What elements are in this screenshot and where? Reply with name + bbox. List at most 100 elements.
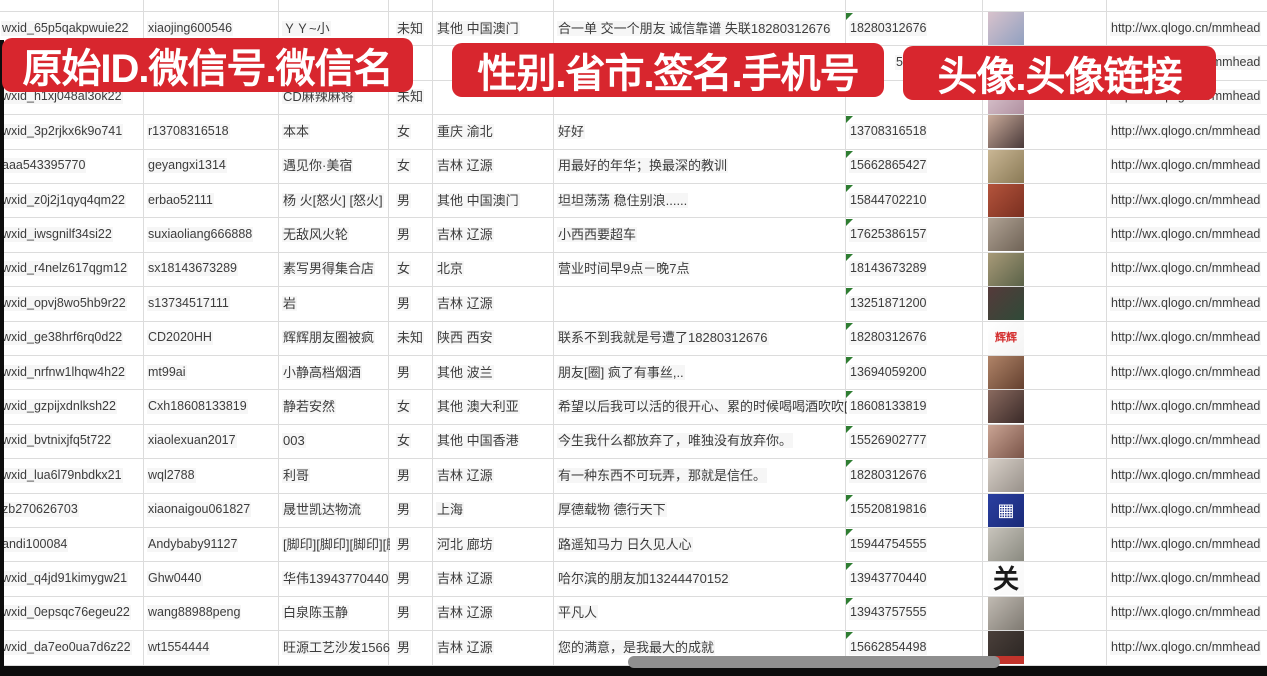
cell-wechat-name[interactable]: 003 — [283, 433, 305, 449]
cell-phone[interactable]: 13943757555 — [850, 605, 927, 620]
cell-signature[interactable]: 厚德载物 德行天下 — [558, 502, 666, 518]
cell-region[interactable]: 其他 波兰 — [437, 364, 493, 380]
cell-phone[interactable]: 13694059200 — [850, 364, 927, 379]
cell-phone[interactable]: 13251871200 — [850, 295, 927, 310]
cell-wechat-name[interactable]: 白泉陈玉静 — [283, 605, 349, 621]
cell-wxid[interactable]: wxid_gzpijxdnlksh22 — [2, 399, 116, 414]
cell-wxid[interactable]: wxid_lua6l79nbdkx21 — [2, 467, 122, 482]
cell-region[interactable]: 重庆 渝北 — [437, 123, 493, 139]
cell-region[interactable]: 吉林 辽源 — [437, 295, 493, 311]
cell-wechat-id[interactable]: Ghw0440 — [148, 571, 202, 586]
cell-region[interactable]: 其他 中国澳门 — [437, 20, 519, 36]
cell-signature[interactable] — [557, 286, 847, 320]
cell-signature[interactable]: 平凡人 — [558, 605, 598, 621]
cell-wechat-name[interactable]: 岩 — [283, 295, 297, 311]
cell-wechat-id[interactable]: xiaonaigou061827 — [148, 502, 251, 517]
cell-signature[interactable]: 小西西要超车 — [558, 227, 637, 243]
cell-wechat-id[interactable]: mt99ai — [148, 364, 186, 379]
cell-wxid[interactable]: andi100084 — [2, 536, 68, 551]
cell-wxid[interactable]: wxid_r4nelz617qgm12 — [2, 261, 128, 276]
cell-wechat-name[interactable]: ＹＹ~小 — [283, 20, 330, 36]
avatar-image-outdoor-person-photo[interactable] — [988, 528, 1024, 561]
cell-wechat-name[interactable]: 本本 — [283, 123, 310, 139]
cell-region[interactable]: 其他 中国澳门 — [437, 192, 519, 208]
cell-signature[interactable]: 联系不到我就是号遭了18280312676 — [558, 330, 768, 346]
cell-phone[interactable]: 15944754555 — [850, 536, 927, 551]
cell-wechat-id[interactable]: CD2020HH — [148, 330, 212, 345]
avatar-image-black-calligraphy-guan-on-white[interactable]: 关 — [988, 562, 1024, 596]
cell-wxid[interactable]: wxid_3p2rjkx6k9o741 — [2, 123, 123, 138]
cell-phone[interactable]: 15662865427 — [850, 158, 927, 173]
cell-gender[interactable]: 女 — [397, 433, 411, 449]
avatar-image-outdoor-person-photo[interactable] — [988, 596, 1024, 630]
cell-wechat-id[interactable]: wql2788 — [148, 467, 195, 482]
avatar-image-woman-selfie-photo[interactable] — [988, 424, 1024, 458]
cell-gender[interactable]: 男 — [397, 227, 411, 243]
cell-wechat-id[interactable]: Cxh18608133819 — [148, 399, 247, 414]
cell-signature[interactable]: 有一种东西不可玩弄，那就是信任。 — [558, 467, 767, 483]
cell-gender[interactable]: 未知 — [397, 330, 424, 346]
cell-wechat-name[interactable]: 辉辉朋友圈被疯 — [283, 330, 375, 346]
cell-region[interactable]: 吉林 辽源 — [437, 639, 493, 655]
cell-wxid[interactable]: wxid_65p5qakpwuie22 — [2, 20, 129, 35]
cell-wechat-id[interactable]: suxiaoliang666888 — [148, 227, 253, 242]
cell-signature[interactable]: 营业时间早9点－晚7点 — [558, 261, 690, 277]
cell-signature[interactable]: 今生我什么都放弃了，唯独没有放弃你。 — [558, 433, 793, 449]
cell-wechat-name[interactable]: 小静高档烟酒 — [283, 364, 362, 380]
cell-phone[interactable]: 18280312676 — [850, 467, 927, 482]
avatar-image-woman-sunglasses-photo[interactable] — [988, 356, 1024, 389]
cell-region[interactable]: 吉林 辽源 — [437, 571, 493, 587]
cell-phone[interactable]: 15844702210 — [850, 192, 927, 207]
cell-phone[interactable]: 13708316518 — [850, 123, 927, 138]
cell-region[interactable]: 吉林 辽源 — [437, 605, 493, 621]
cell-wechat-id[interactable]: s13734517111 — [148, 295, 229, 310]
cell-wechat-name[interactable]: 静若安然 — [283, 399, 336, 415]
cell-gender[interactable]: 女 — [397, 123, 411, 139]
cell-region[interactable]: 陕西 西安 — [437, 330, 493, 346]
cell-wechat-id[interactable]: xiaojing600546 — [148, 20, 233, 35]
cell-wechat-id[interactable]: sx18143673289 — [148, 261, 237, 276]
cell-avatar-link[interactable]: http://wx.qlogo.cn/mmhead — [1111, 433, 1261, 448]
cell-gender[interactable]: 男 — [397, 536, 411, 552]
cell-wechat-name[interactable]: 无敌风火轮 — [283, 227, 349, 243]
cell-avatar-link[interactable]: http://wx.qlogo.cn/mmhead — [1111, 227, 1261, 242]
cell-wxid[interactable]: wxid_iwsgnilf34si22 — [2, 227, 112, 242]
cell-wxid[interactable]: wxid_h1xj048al3ok22 — [2, 89, 122, 104]
cell-gender[interactable]: 女 — [397, 399, 411, 415]
cell-signature[interactable]: 希望以后我可以活的很开心、累的时候喝喝酒吹吹[ — [558, 399, 847, 415]
cell-gender[interactable]: 男 — [397, 192, 411, 208]
cell-region[interactable]: 吉林 辽源 — [437, 158, 493, 174]
cell-wechat-id[interactable]: wt1554444 — [148, 639, 210, 654]
cell-region[interactable]: 吉林 辽源 — [437, 467, 493, 483]
cell-phone[interactable]: 13943770440 — [850, 571, 927, 586]
cell-region[interactable]: 上海 — [437, 502, 464, 518]
cell-phone[interactable]: 17625386157 — [850, 227, 927, 242]
cell-wxid[interactable]: zb270626703 — [2, 502, 78, 517]
cell-wechat-name[interactable]: [脚印][脚印][脚印][脚印 — [282, 527, 390, 561]
cell-gender[interactable]: 男 — [397, 571, 411, 587]
cell-phone[interactable]: 18280312676 — [850, 330, 927, 345]
cell-wechat-name[interactable]: 遇见你·美宿 — [283, 158, 353, 174]
cell-wechat-id[interactable]: wang88988peng — [148, 605, 241, 620]
avatar-image-dried-flowers-photo[interactable] — [988, 149, 1024, 183]
cell-avatar-link[interactable]: http://wx.qlogo.cn/mmhead — [1111, 330, 1261, 345]
cell-wechat-name[interactable]: 晟世凯达物流 — [283, 502, 362, 518]
cell-gender[interactable]: 男 — [397, 639, 411, 655]
cell-avatar-link[interactable]: http://wx.qlogo.cn/mmhead — [1111, 295, 1261, 310]
cell-gender[interactable]: 未知 — [397, 20, 424, 36]
cell-wechat-name[interactable]: 旺源工艺沙发15662854 — [282, 630, 390, 664]
cell-gender[interactable]: 男 — [397, 295, 411, 311]
cell-region[interactable]: 河北 廊坊 — [437, 536, 493, 552]
cell-wxid[interactable]: wxid_ge38hrf6rq0d22 — [2, 330, 123, 345]
cell-region[interactable]: 其他 澳大利亚 — [437, 399, 519, 415]
cell-avatar-link[interactable]: http://wx.qlogo.cn/mmhead — [1111, 639, 1261, 654]
cell-wechat-id[interactable]: erbao52111 — [148, 192, 213, 207]
cell-avatar-link[interactable]: http://wx.qlogo.cn/mmhead — [1111, 261, 1261, 276]
cell-gender[interactable]: 未知 — [397, 89, 424, 105]
cell-gender[interactable]: 男 — [397, 364, 411, 380]
cell-signature[interactable]: 朋友[圈] 疯了有事丝,.. — [558, 364, 684, 380]
cell-phone[interactable]: 15520819816 — [850, 502, 927, 517]
cell-wxid[interactable]: wxid_q4jd91kimygw21 — [2, 571, 128, 586]
cell-signature[interactable]: 坦坦荡荡 稳住别浪...... — [558, 192, 688, 208]
cell-avatar-link[interactable]: http://wx.qlogo.cn/mmhead — [1111, 158, 1261, 173]
